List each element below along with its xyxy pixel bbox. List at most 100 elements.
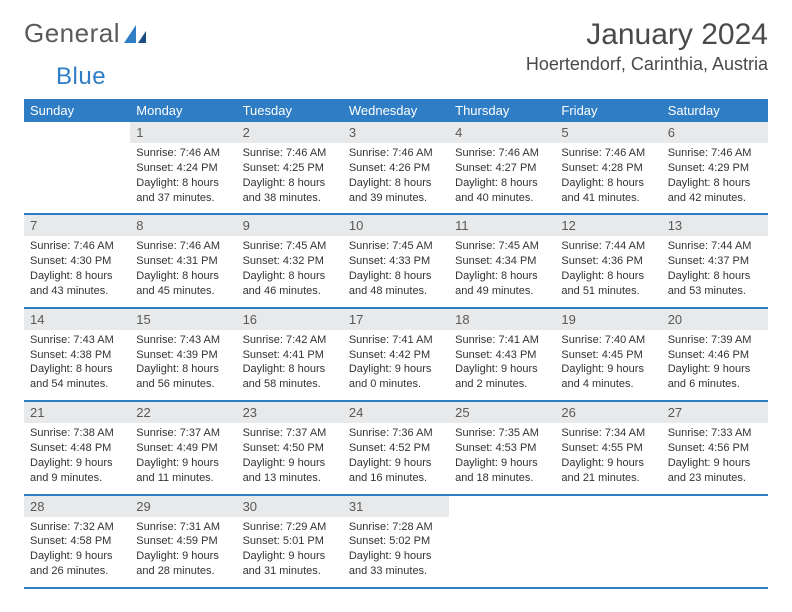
calendar-empty [555, 495, 661, 588]
calendar-day: 1Sunrise: 7:46 AMSunset: 4:24 PMDaylight… [130, 122, 236, 214]
day-details: Sunrise: 7:33 AMSunset: 4:56 PMDaylight:… [662, 423, 768, 493]
day-details: Sunrise: 7:46 AMSunset: 4:31 PMDaylight:… [130, 236, 236, 306]
day-number: 3 [343, 122, 449, 143]
day-details: Sunrise: 7:36 AMSunset: 4:52 PMDaylight:… [343, 423, 449, 493]
month-title: January 2024 [526, 18, 768, 52]
calendar-day: 4Sunrise: 7:46 AMSunset: 4:27 PMDaylight… [449, 122, 555, 214]
weekday-header: Friday [555, 99, 661, 122]
logo: General [24, 18, 150, 49]
calendar-day: 23Sunrise: 7:37 AMSunset: 4:50 PMDayligh… [237, 401, 343, 494]
day-details: Sunrise: 7:43 AMSunset: 4:39 PMDaylight:… [130, 330, 236, 400]
logo-text-a: General [24, 18, 120, 49]
calendar-day: 3Sunrise: 7:46 AMSunset: 4:26 PMDaylight… [343, 122, 449, 214]
calendar-day: 25Sunrise: 7:35 AMSunset: 4:53 PMDayligh… [449, 401, 555, 494]
day-number: 29 [130, 496, 236, 517]
calendar-day: 11Sunrise: 7:45 AMSunset: 4:34 PMDayligh… [449, 214, 555, 307]
calendar-table: SundayMondayTuesdayWednesdayThursdayFrid… [24, 99, 768, 589]
day-details: Sunrise: 7:46 AMSunset: 4:27 PMDaylight:… [449, 143, 555, 213]
day-details: Sunrise: 7:38 AMSunset: 4:48 PMDaylight:… [24, 423, 130, 493]
calendar-day: 15Sunrise: 7:43 AMSunset: 4:39 PMDayligh… [130, 308, 236, 401]
day-details: Sunrise: 7:41 AMSunset: 4:43 PMDaylight:… [449, 330, 555, 400]
day-number: 6 [662, 122, 768, 143]
calendar-row: 14Sunrise: 7:43 AMSunset: 4:38 PMDayligh… [24, 308, 768, 401]
calendar-day: 19Sunrise: 7:40 AMSunset: 4:45 PMDayligh… [555, 308, 661, 401]
day-number: 25 [449, 402, 555, 423]
day-number: 4 [449, 122, 555, 143]
day-number: 28 [24, 496, 130, 517]
day-number: 12 [555, 215, 661, 236]
day-details: Sunrise: 7:45 AMSunset: 4:34 PMDaylight:… [449, 236, 555, 306]
calendar-page: General January 2024 Hoertendorf, Carint… [0, 0, 792, 607]
day-number: 26 [555, 402, 661, 423]
calendar-day: 29Sunrise: 7:31 AMSunset: 4:59 PMDayligh… [130, 495, 236, 588]
location: Hoertendorf, Carinthia, Austria [526, 54, 768, 75]
calendar-day: 24Sunrise: 7:36 AMSunset: 4:52 PMDayligh… [343, 401, 449, 494]
day-number: 10 [343, 215, 449, 236]
day-number: 2 [237, 122, 343, 143]
day-number: 27 [662, 402, 768, 423]
day-number: 14 [24, 309, 130, 330]
calendar-day: 22Sunrise: 7:37 AMSunset: 4:49 PMDayligh… [130, 401, 236, 494]
weekday-header: Saturday [662, 99, 768, 122]
calendar-day: 17Sunrise: 7:41 AMSunset: 4:42 PMDayligh… [343, 308, 449, 401]
calendar-day: 27Sunrise: 7:33 AMSunset: 4:56 PMDayligh… [662, 401, 768, 494]
calendar-row: 21Sunrise: 7:38 AMSunset: 4:48 PMDayligh… [24, 401, 768, 494]
day-details: Sunrise: 7:32 AMSunset: 4:58 PMDaylight:… [24, 517, 130, 587]
day-details: Sunrise: 7:40 AMSunset: 4:45 PMDaylight:… [555, 330, 661, 400]
calendar-row: 7Sunrise: 7:46 AMSunset: 4:30 PMDaylight… [24, 214, 768, 307]
calendar-header-row: SundayMondayTuesdayWednesdayThursdayFrid… [24, 99, 768, 122]
calendar-body: 1Sunrise: 7:46 AMSunset: 4:24 PMDaylight… [24, 122, 768, 588]
day-number: 1 [130, 122, 236, 143]
calendar-day: 30Sunrise: 7:29 AMSunset: 5:01 PMDayligh… [237, 495, 343, 588]
title-block: January 2024 Hoertendorf, Carinthia, Aus… [526, 18, 768, 75]
day-number: 16 [237, 309, 343, 330]
calendar-day: 2Sunrise: 7:46 AMSunset: 4:25 PMDaylight… [237, 122, 343, 214]
day-details: Sunrise: 7:35 AMSunset: 4:53 PMDaylight:… [449, 423, 555, 493]
day-details: Sunrise: 7:44 AMSunset: 4:36 PMDaylight:… [555, 236, 661, 306]
weekday-header: Monday [130, 99, 236, 122]
day-details: Sunrise: 7:45 AMSunset: 4:32 PMDaylight:… [237, 236, 343, 306]
calendar-day: 10Sunrise: 7:45 AMSunset: 4:33 PMDayligh… [343, 214, 449, 307]
day-details: Sunrise: 7:46 AMSunset: 4:28 PMDaylight:… [555, 143, 661, 213]
calendar-empty [24, 122, 130, 214]
calendar-day: 13Sunrise: 7:44 AMSunset: 4:37 PMDayligh… [662, 214, 768, 307]
calendar-day: 18Sunrise: 7:41 AMSunset: 4:43 PMDayligh… [449, 308, 555, 401]
day-number: 13 [662, 215, 768, 236]
day-number: 7 [24, 215, 130, 236]
calendar-empty [449, 495, 555, 588]
day-number: 15 [130, 309, 236, 330]
weekday-header: Tuesday [237, 99, 343, 122]
calendar-day: 16Sunrise: 7:42 AMSunset: 4:41 PMDayligh… [237, 308, 343, 401]
day-details: Sunrise: 7:46 AMSunset: 4:25 PMDaylight:… [237, 143, 343, 213]
calendar-day: 7Sunrise: 7:46 AMSunset: 4:30 PMDaylight… [24, 214, 130, 307]
weekday-header: Sunday [24, 99, 130, 122]
calendar-row: 28Sunrise: 7:32 AMSunset: 4:58 PMDayligh… [24, 495, 768, 588]
day-details: Sunrise: 7:46 AMSunset: 4:24 PMDaylight:… [130, 143, 236, 213]
calendar-day: 28Sunrise: 7:32 AMSunset: 4:58 PMDayligh… [24, 495, 130, 588]
day-number: 20 [662, 309, 768, 330]
day-details: Sunrise: 7:42 AMSunset: 4:41 PMDaylight:… [237, 330, 343, 400]
day-details: Sunrise: 7:43 AMSunset: 4:38 PMDaylight:… [24, 330, 130, 400]
day-details: Sunrise: 7:39 AMSunset: 4:46 PMDaylight:… [662, 330, 768, 400]
weekday-header: Thursday [449, 99, 555, 122]
calendar-day: 14Sunrise: 7:43 AMSunset: 4:38 PMDayligh… [24, 308, 130, 401]
calendar-row: 1Sunrise: 7:46 AMSunset: 4:24 PMDaylight… [24, 122, 768, 214]
calendar-day: 12Sunrise: 7:44 AMSunset: 4:36 PMDayligh… [555, 214, 661, 307]
day-details: Sunrise: 7:46 AMSunset: 4:29 PMDaylight:… [662, 143, 768, 213]
logo-text-b: Blue [56, 63, 106, 90]
day-number: 5 [555, 122, 661, 143]
calendar-empty [662, 495, 768, 588]
day-details: Sunrise: 7:28 AMSunset: 5:02 PMDaylight:… [343, 517, 449, 587]
day-details: Sunrise: 7:29 AMSunset: 5:01 PMDaylight:… [237, 517, 343, 587]
day-details: Sunrise: 7:34 AMSunset: 4:55 PMDaylight:… [555, 423, 661, 493]
calendar-day: 26Sunrise: 7:34 AMSunset: 4:55 PMDayligh… [555, 401, 661, 494]
day-details: Sunrise: 7:46 AMSunset: 4:26 PMDaylight:… [343, 143, 449, 213]
day-details: Sunrise: 7:31 AMSunset: 4:59 PMDaylight:… [130, 517, 236, 587]
day-number: 23 [237, 402, 343, 423]
day-details: Sunrise: 7:37 AMSunset: 4:50 PMDaylight:… [237, 423, 343, 493]
day-number: 21 [24, 402, 130, 423]
day-number: 17 [343, 309, 449, 330]
day-details: Sunrise: 7:41 AMSunset: 4:42 PMDaylight:… [343, 330, 449, 400]
day-number: 19 [555, 309, 661, 330]
calendar-day: 8Sunrise: 7:46 AMSunset: 4:31 PMDaylight… [130, 214, 236, 307]
